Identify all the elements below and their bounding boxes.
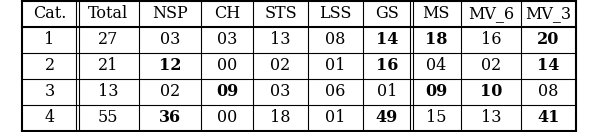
Text: 00: 00 <box>217 110 237 126</box>
Text: 49: 49 <box>376 110 398 126</box>
Text: 41: 41 <box>538 110 560 126</box>
Text: 55: 55 <box>97 110 118 126</box>
Text: MS: MS <box>422 6 450 22</box>
Text: 13: 13 <box>270 32 291 48</box>
Text: 03: 03 <box>217 32 237 48</box>
Text: 04: 04 <box>426 58 446 74</box>
Text: 02: 02 <box>270 58 291 74</box>
Text: 02: 02 <box>481 58 501 74</box>
Text: GS: GS <box>375 6 399 22</box>
Text: 12: 12 <box>158 58 181 74</box>
Text: CH: CH <box>214 6 240 22</box>
Text: LSS: LSS <box>319 6 352 22</box>
Text: Total: Total <box>88 6 128 22</box>
Text: 10: 10 <box>480 84 502 100</box>
Text: 08: 08 <box>538 84 559 100</box>
Text: 36: 36 <box>159 110 181 126</box>
Text: 14: 14 <box>376 32 398 48</box>
Text: 09: 09 <box>425 84 447 100</box>
Text: 16: 16 <box>481 32 501 48</box>
Text: 18: 18 <box>270 110 291 126</box>
Text: 02: 02 <box>160 84 180 100</box>
Text: 01: 01 <box>325 58 346 74</box>
Text: STS: STS <box>264 6 297 22</box>
Text: 06: 06 <box>325 84 346 100</box>
Text: Cat.: Cat. <box>33 6 66 22</box>
Text: 01: 01 <box>377 84 397 100</box>
Text: 03: 03 <box>270 84 291 100</box>
Text: 08: 08 <box>325 32 346 48</box>
Text: 27: 27 <box>98 32 118 48</box>
Text: 3: 3 <box>44 84 54 100</box>
Text: 01: 01 <box>325 110 346 126</box>
Text: 2: 2 <box>44 58 54 74</box>
Text: 4: 4 <box>44 110 54 126</box>
Text: MV_6: MV_6 <box>468 6 514 22</box>
Text: 15: 15 <box>426 110 446 126</box>
Text: 09: 09 <box>216 84 238 100</box>
Text: 18: 18 <box>425 32 447 48</box>
Text: 03: 03 <box>160 32 180 48</box>
Text: 13: 13 <box>481 110 501 126</box>
Text: NSP: NSP <box>152 6 188 22</box>
Text: 21: 21 <box>98 58 118 74</box>
Text: 1: 1 <box>44 32 54 48</box>
Text: 16: 16 <box>376 58 398 74</box>
Text: 13: 13 <box>97 84 118 100</box>
Text: 20: 20 <box>538 32 560 48</box>
Text: 00: 00 <box>217 58 237 74</box>
Text: 14: 14 <box>538 58 560 74</box>
Text: MV_3: MV_3 <box>526 6 572 22</box>
